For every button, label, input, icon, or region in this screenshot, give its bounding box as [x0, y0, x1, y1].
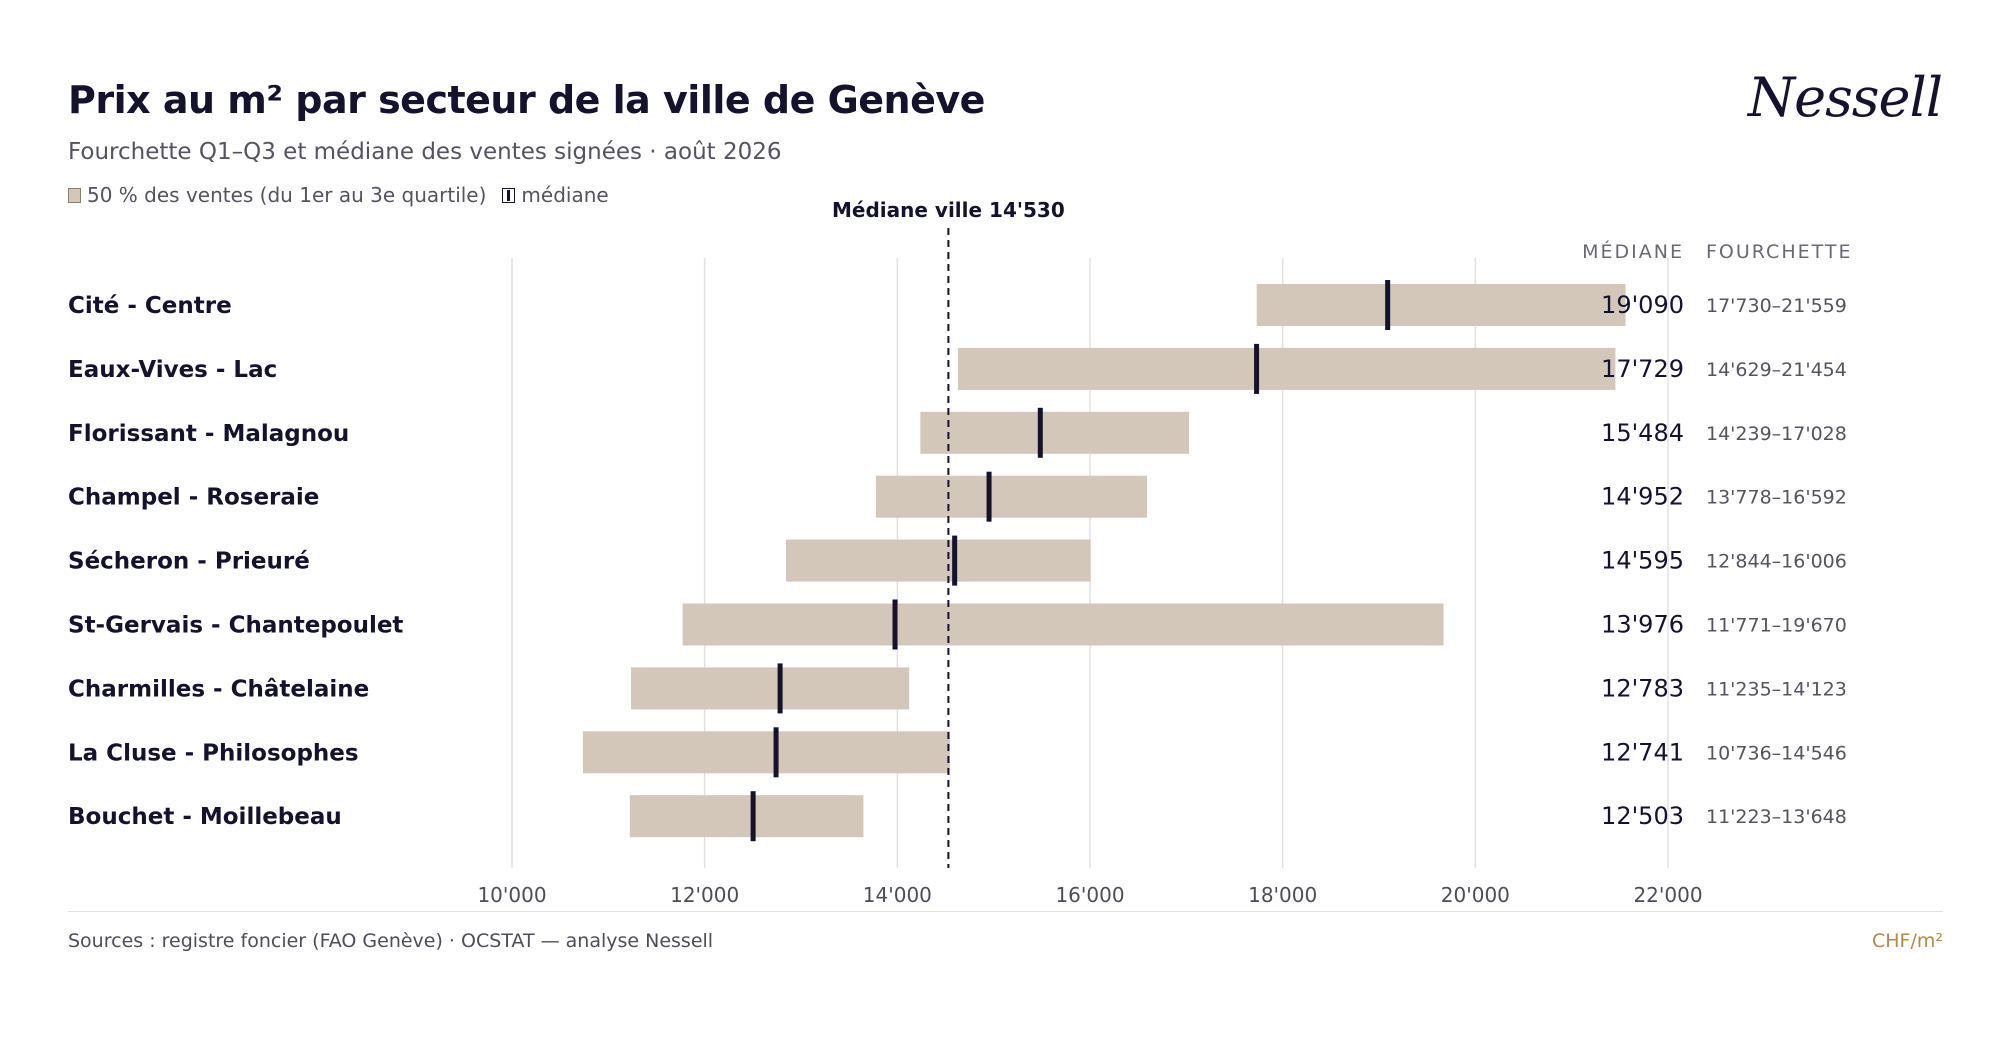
- median-marker: [952, 535, 958, 586]
- unit-label: CHF/m²: [1871, 930, 1943, 952]
- sector-label: Florissant - Malagnou: [68, 421, 349, 447]
- column-header-range: FOURCHETTE: [1706, 241, 1853, 263]
- median-value-label: 12'503: [1601, 802, 1684, 830]
- footer-divider: [68, 911, 1943, 912]
- legend-label-median: médiane: [521, 183, 609, 207]
- range-value-label: 11'223–13'648: [1706, 806, 1847, 828]
- chart-title: Prix au m² par secteur de la ville de Ge…: [68, 78, 985, 122]
- legend-label-range: 50 % des ventes (du 1er au 3e quartile): [87, 183, 487, 207]
- median-marker: [1254, 343, 1260, 394]
- x-tick-label: 20'000: [1441, 883, 1510, 907]
- reference-line-group: Médiane ville 14'530: [832, 198, 1065, 868]
- median-marker: [892, 599, 898, 650]
- sector-label: St-Gervais - Chantepoulet: [68, 613, 403, 639]
- range-value-label: 11'771–19'670: [1706, 615, 1847, 637]
- sector-label: Charmilles - Châtelaine: [68, 676, 369, 702]
- range-bar: [629, 795, 864, 838]
- legend-item-median: médiane: [502, 183, 609, 207]
- x-tick-label: 14'000: [863, 883, 932, 907]
- range-bar: [920, 411, 1190, 454]
- median-value-label: 14'595: [1601, 547, 1684, 575]
- x-tick-label: 12'000: [670, 883, 739, 907]
- range-bars: [582, 280, 1626, 842]
- range-bar: [785, 539, 1091, 582]
- median-marker: [750, 791, 756, 842]
- range-bar: [582, 731, 950, 774]
- range-value-label: 13'778–16'592: [1706, 487, 1847, 509]
- range-value-label: 11'235–14'123: [1706, 678, 1847, 700]
- median-marker: [986, 471, 992, 522]
- range-value-label: 14'239–17'028: [1706, 423, 1847, 445]
- median-value-label: 17'729: [1601, 355, 1684, 383]
- range-bar: [957, 347, 1616, 390]
- x-tick-label: 22'000: [1633, 883, 1702, 907]
- x-tick-label: 18'000: [1248, 883, 1317, 907]
- reference-line-label: Médiane ville 14'530: [832, 198, 1065, 222]
- sector-label: Eaux-Vives - Lac: [68, 357, 277, 383]
- brand-logo: Nessell: [1747, 66, 1943, 129]
- range-value-label: 10'736–14'546: [1706, 742, 1847, 764]
- median-marker: [1037, 407, 1043, 458]
- median-value-label: 12'783: [1601, 674, 1684, 702]
- legend-swatch-range: [68, 187, 81, 203]
- legend-item-range: 50 % des ventes (du 1er au 3e quartile): [68, 183, 486, 207]
- sector-label: Sécheron - Prieuré: [68, 549, 310, 575]
- median-value-label: 12'741: [1601, 738, 1684, 766]
- legend-swatch-median: [502, 187, 516, 203]
- range-bar: [682, 603, 1444, 646]
- median-marker: [777, 663, 783, 714]
- median-value-label: 14'952: [1601, 483, 1684, 511]
- range-bar: [1256, 284, 1626, 326]
- range-value-label: 17'730–21'559: [1706, 295, 1847, 317]
- sector-label: Champel - Roseraie: [68, 485, 319, 511]
- chart-labels: 10'000 12'000 14'000 16'000 18'000 20'000 22'0…: [68, 240, 1853, 907]
- column-header-median: MÉDIANE: [1582, 240, 1684, 263]
- sector-label: La Cluse - Philosophes: [68, 740, 359, 766]
- median-marker: [1385, 280, 1391, 330]
- source-note: Sources : registre foncier (FAO Genève) …: [68, 930, 714, 952]
- chart-subtitle: Fourchette Q1–Q3 et médiane des ventes s…: [68, 139, 782, 165]
- range-bar: [630, 667, 910, 710]
- median-value-label: 13'976: [1601, 611, 1684, 639]
- range-value-label: 12'844–16'006: [1706, 551, 1847, 573]
- range-value-label: 14'629–21'454: [1706, 359, 1847, 381]
- median-value-label: 19'090: [1601, 291, 1684, 319]
- x-tick-label: 16'000: [1055, 883, 1124, 907]
- legend: 50 % des ventes (du 1er au 3e quartile) …: [68, 183, 625, 207]
- range-bar: [875, 475, 1148, 518]
- median-marker: [773, 727, 779, 778]
- sector-label: Bouchet - Moillebeau: [68, 804, 342, 830]
- x-tick-label: 10'000: [477, 883, 546, 907]
- median-value-label: 15'484: [1601, 419, 1684, 447]
- sector-label: Cité - Centre: [68, 293, 232, 319]
